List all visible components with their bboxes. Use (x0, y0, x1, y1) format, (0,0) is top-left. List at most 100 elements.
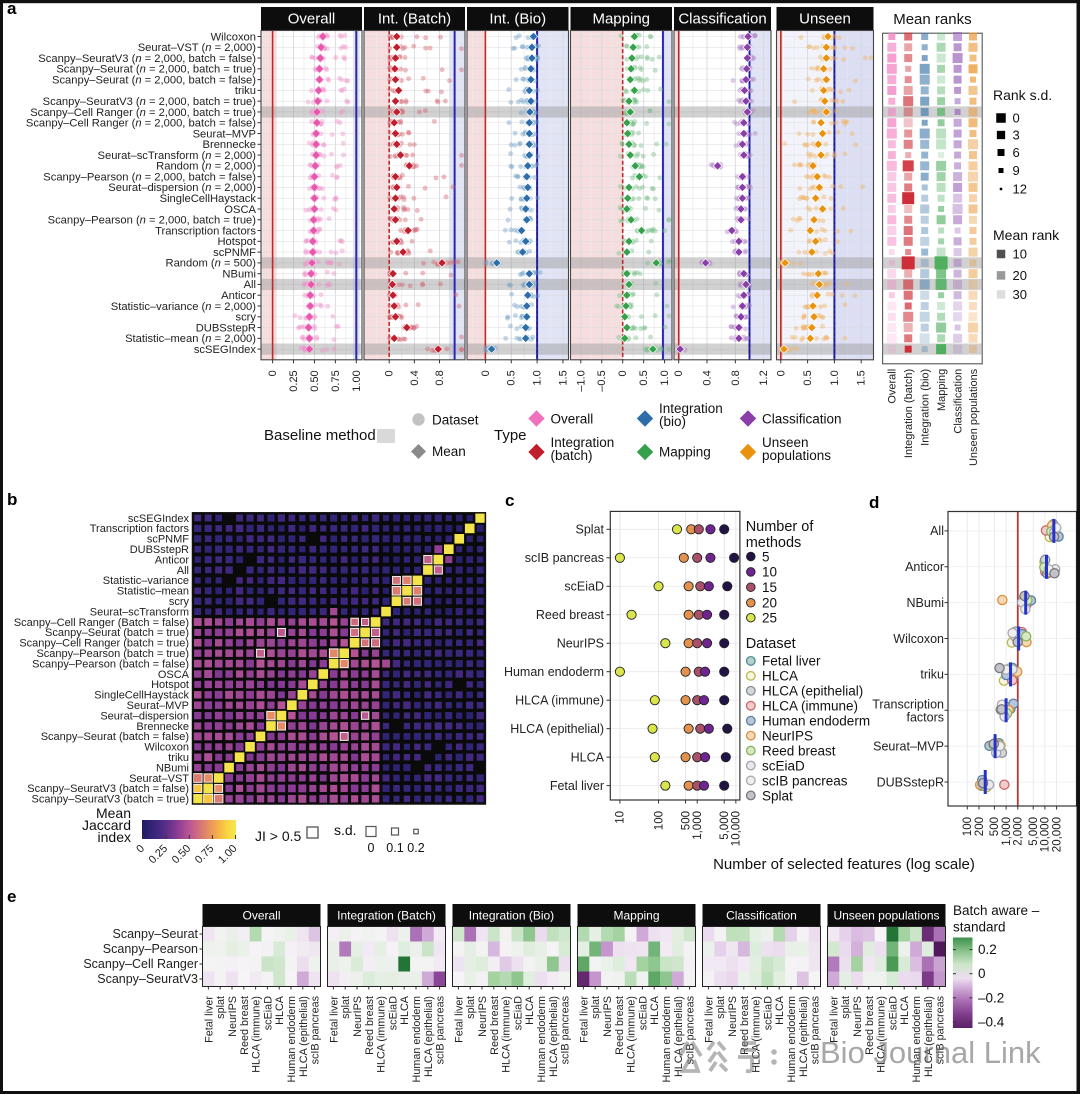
svg-text:0.1: 0.1 (386, 841, 403, 855)
svg-text:Transcription factors: Transcription factors (90, 523, 190, 535)
svg-text:Statistic–mean (n = 2,000): Statistic–mean (n = 2,000) (125, 333, 256, 345)
svg-text:Seurat–scTransform: Seurat–scTransform (90, 606, 189, 618)
svg-text:scIB pancreas: scIB pancreas (525, 551, 604, 565)
svg-text:Rank s.d.: Rank s.d. (993, 87, 1052, 103)
svg-text:NeurIPS: NeurIPS (227, 996, 239, 1037)
svg-text:Fetal liver: Fetal liver (828, 996, 840, 1043)
svg-text:DUBSstepR: DUBSstepR (130, 544, 189, 556)
svg-text:Brennecke: Brennecke (203, 139, 257, 151)
svg-text:0: 0 (617, 370, 629, 376)
svg-text:10,000: 10,000 (731, 811, 743, 846)
svg-text:Mapping: Mapping (592, 11, 650, 28)
svg-text:Seurat–MVP: Seurat–MVP (873, 739, 944, 753)
svg-text:0: 0 (673, 370, 685, 376)
svg-text:–1.0: –1.0 (575, 370, 587, 391)
svg-text:3: 3 (1013, 128, 1020, 143)
svg-text:scEiaD: scEiaD (262, 996, 274, 1030)
svg-text:methods: methods (746, 535, 802, 551)
svg-text:splat: splat (715, 996, 727, 1019)
svg-text:Scanpy–SeuratV3 (batch = false: Scanpy–SeuratV3 (batch = false) (27, 783, 189, 795)
svg-text:All: All (244, 279, 256, 291)
svg-text:Type: Type (494, 427, 527, 444)
svg-text:Classification: Classification (952, 369, 964, 434)
svg-text:scEiaD: scEiaD (387, 996, 399, 1030)
svg-text:10: 10 (1013, 247, 1027, 262)
svg-text:NeurIPS: NeurIPS (727, 996, 739, 1037)
svg-text:All: All (930, 524, 944, 538)
svg-text:1,000: 1,000 (692, 811, 704, 840)
svg-text:triku: triku (920, 668, 944, 682)
svg-text:Unseen populations: Unseen populations (833, 909, 939, 923)
svg-text:Classification: Classification (762, 412, 842, 427)
svg-text:Integration (batch): Integration (batch) (903, 369, 915, 458)
svg-text:HLCA: HLCA (774, 995, 786, 1025)
svg-text:Number of selected features (l: Number of selected features (log scale) (713, 856, 975, 873)
svg-text:0: 0 (267, 370, 279, 376)
svg-text:Reed breast: Reed breast (489, 996, 501, 1055)
svg-text:Brennecke: Brennecke (136, 721, 189, 733)
svg-text:All: All (177, 565, 189, 577)
svg-text:Mean ranks: Mean ranks (893, 11, 971, 28)
svg-text:HLCA: HLCA (762, 669, 798, 684)
svg-text:splat: splat (340, 996, 352, 1019)
svg-text:scry: scry (235, 312, 256, 324)
svg-text:NeurIPS: NeurIPS (852, 996, 864, 1037)
svg-text:0.5: 0.5 (638, 370, 650, 385)
svg-text:10: 10 (762, 565, 777, 580)
svg-text:Fetal liver: Fetal liver (703, 996, 715, 1043)
svg-text:200: 200 (974, 817, 986, 836)
svg-text:Scanpy–Seurat: Scanpy–Seurat (113, 927, 199, 941)
svg-text:Scanpy–SeuratV3: Scanpy–SeuratV3 (97, 972, 198, 986)
svg-text:Wilcoxon: Wilcoxon (144, 742, 189, 754)
svg-text:Int. (Batch): Int. (Batch) (378, 11, 451, 28)
svg-text:Statistic–variance: Statistic–variance (103, 575, 189, 587)
svg-text:10,000: 10,000 (1040, 817, 1052, 852)
svg-text:Fetal liver: Fetal liver (453, 996, 465, 1043)
svg-text:Reed breast: Reed breast (614, 996, 626, 1055)
svg-text:Classification: Classification (726, 909, 797, 923)
svg-text:HLCA (epithelial): HLCA (epithelial) (762, 684, 863, 699)
svg-text:Hotspot: Hotspot (151, 679, 189, 691)
svg-text:Scanpy–Cell Ranger (Batch = fa: Scanpy–Cell Ranger (Batch = false) (14, 617, 189, 629)
svg-text:Human endoderm: Human endoderm (762, 714, 870, 729)
svg-text:HLCA (immune): HLCA (immune) (376, 996, 388, 1073)
svg-text:Seurat–dispersion: Seurat–dispersion (100, 710, 189, 722)
svg-text:HLCA (epithelial): HLCA (epithelial) (798, 996, 810, 1077)
svg-text:scIB pancreas: scIB pancreas (310, 995, 322, 1064)
svg-text:Wilcoxon: Wilcoxon (211, 31, 256, 43)
svg-text:HLCA (immune): HLCA (immune) (762, 699, 858, 714)
svg-text:NBumi: NBumi (906, 596, 944, 610)
svg-text:–0.5: –0.5 (596, 370, 608, 391)
svg-text:Dataset: Dataset (432, 413, 479, 428)
svg-text:20: 20 (762, 596, 777, 611)
svg-text:0.8: 0.8 (434, 370, 446, 385)
svg-text:15: 15 (762, 580, 777, 595)
svg-text:Integration (Batch): Integration (Batch) (337, 909, 436, 923)
svg-text:1.0: 1.0 (829, 370, 841, 385)
svg-text:Seurat–scTransform (n = 2,000): Seurat–scTransform (n = 2,000) (98, 150, 257, 162)
svg-text:0: 0 (480, 370, 492, 376)
svg-text:Reed breast: Reed breast (364, 996, 376, 1055)
svg-text:Overall: Overall (551, 412, 594, 427)
svg-text:splat: splat (840, 996, 852, 1019)
svg-text:HLCA (immune): HLCA (immune) (876, 996, 888, 1073)
svg-text:Unseen: Unseen (762, 435, 809, 450)
svg-text:d: d (869, 493, 879, 512)
svg-text:Human endoderm: Human endoderm (661, 996, 673, 1082)
svg-text:Seurat–MVP: Seurat–MVP (193, 128, 256, 140)
svg-text:Mean: Mean (432, 444, 466, 459)
svg-text:1.2: 1.2 (758, 370, 770, 385)
svg-text:Classification: Classification (678, 11, 766, 28)
svg-text:Scanpy–Pearson: Scanpy–Pearson (103, 942, 198, 956)
svg-text:JI > 0.5: JI > 0.5 (255, 828, 302, 844)
svg-text:Random (n = 500): Random (n = 500) (165, 258, 256, 270)
svg-text:factors: factors (906, 710, 944, 724)
svg-text:Scanpy–SeuratV3 (n = 2,000, ba: Scanpy–SeuratV3 (n = 2,000, batch = true… (43, 96, 257, 108)
svg-text:HLCA: HLCA (274, 995, 286, 1025)
svg-text:HLCA (immune): HLCA (immune) (251, 996, 263, 1073)
svg-text:0: 0 (775, 370, 787, 376)
svg-text:1.00: 1.00 (351, 370, 363, 391)
svg-text:Seurat–dispersion (n = 2,000): Seurat–dispersion (n = 2,000) (108, 182, 256, 194)
svg-text:Baseline method: Baseline method (264, 427, 376, 444)
svg-text:scIB pancreas: scIB pancreas (435, 995, 447, 1064)
